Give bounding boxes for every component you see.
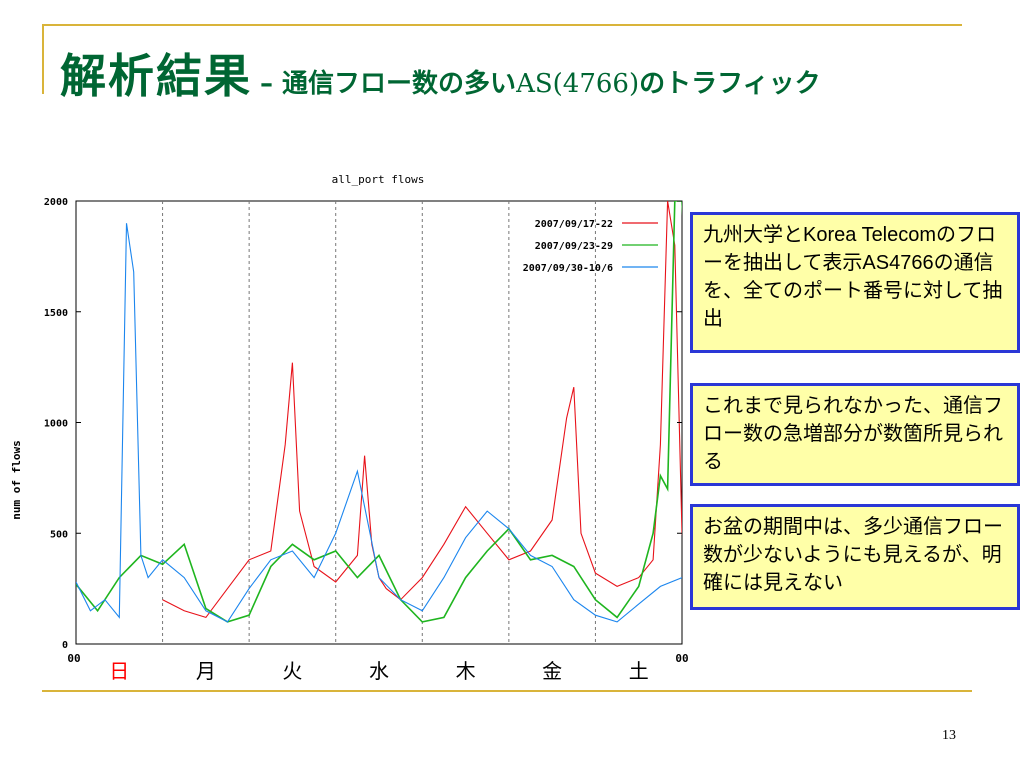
frame-top-line	[42, 24, 962, 26]
legend-label: 2007/09/23-29	[535, 241, 613, 252]
series-line-1	[162, 201, 682, 619]
weekday-label: 金	[542, 659, 562, 683]
title-sub-as: AS(4766)	[516, 69, 640, 99]
title-sub-prefix: – 通信フロー数の多い	[260, 69, 517, 99]
frame-left-line	[42, 24, 44, 94]
note-box-extraction: 九州大学とKorea Telecomのフローを抽出して表示AS4766の通信を、…	[690, 212, 1020, 353]
y-tick-label: 500	[50, 529, 68, 540]
y-axis-label: num of flows	[10, 440, 23, 519]
page-number: 13	[942, 728, 956, 743]
y-tick-label: 1500	[44, 308, 68, 319]
y-tick-label: 2000	[44, 197, 68, 208]
x-tick-start: 00	[67, 652, 80, 665]
weekday-label: 土	[629, 659, 649, 683]
legend-label: 2007/09/30-10/6	[523, 263, 613, 274]
chart-container: 0 500 1000 1500 2000 2007/09/17-22 2007/09/23…	[0, 160, 690, 694]
weekday-label: 水	[369, 659, 389, 683]
slide-title-sub: – 通信フロー数の多いAS(4766)のトラフィック	[260, 69, 821, 99]
plot-area	[75, 200, 683, 645]
y-tick-label: 0	[62, 640, 68, 651]
weekday-label: 月	[196, 659, 216, 683]
y-tick-label: 1000	[44, 419, 68, 430]
legend-label: 2007/09/17-22	[535, 219, 613, 230]
x-tick-end: 00	[675, 652, 688, 665]
weekday-label: 木	[456, 659, 476, 683]
frame-bottom-line	[42, 690, 972, 692]
title-sub-suffix: のトラフィック	[639, 69, 821, 99]
series-line-2	[76, 201, 682, 623]
weekday-label: 火	[282, 659, 302, 683]
note-box-surge: これまで見られなかった、通信フロー数の急増部分が数箇所見られる	[690, 383, 1020, 486]
line-chart: 0 500 1000 1500 2000 2007/09/17-22 2007/09/23…	[10, 173, 689, 683]
series-line-3	[76, 223, 682, 623]
chart-title: all_port flows	[332, 173, 425, 186]
slide-title-main: 解析結果	[60, 49, 252, 103]
note-box-obon: お盆の期間中は、多少通信フロー数が少ないようにも見えるが、明確には見えない	[690, 504, 1020, 610]
weekday-label: 日	[109, 659, 129, 683]
slide-title: 解析結果 – 通信フロー数の多いAS(4766)のトラフィック	[60, 40, 821, 106]
